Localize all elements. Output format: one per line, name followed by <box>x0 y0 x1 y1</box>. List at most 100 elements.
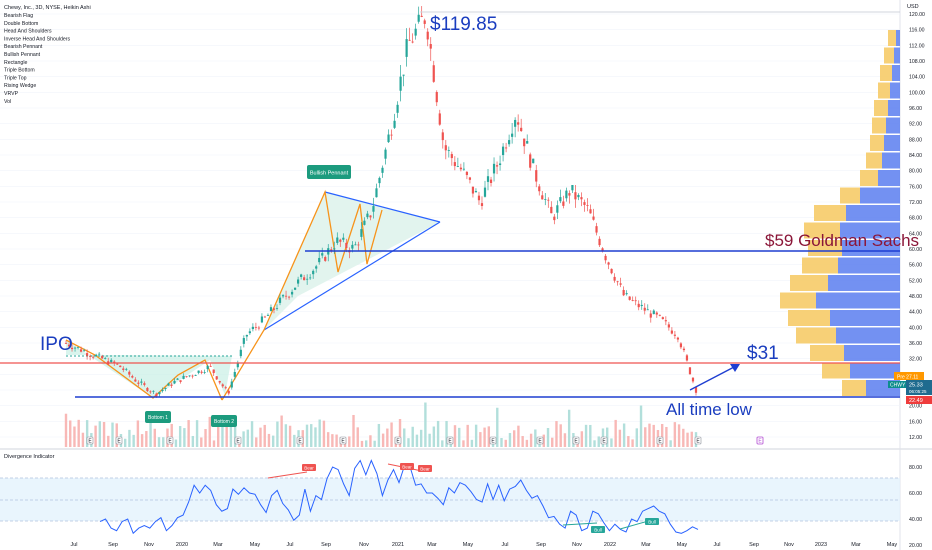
candle-body <box>495 165 499 167</box>
volume-bar <box>665 426 668 447</box>
volume-bar <box>381 433 385 447</box>
time-tick-label: Nov <box>144 542 154 548</box>
candle-body <box>607 262 610 265</box>
candle-body <box>104 358 107 359</box>
candle-body <box>447 150 450 151</box>
low-tag-bg <box>906 396 932 404</box>
candle-body <box>649 313 652 318</box>
volume-bar <box>145 431 148 447</box>
candle-body <box>477 195 481 201</box>
pennant-fill <box>264 192 440 330</box>
volume-bar <box>250 421 254 447</box>
candle-body <box>628 296 631 300</box>
volume-profile-blue <box>888 100 900 116</box>
earnings-marker-box <box>86 436 94 445</box>
candle-body <box>544 199 547 200</box>
candle-body <box>354 244 357 246</box>
candle-body <box>489 179 493 183</box>
volume-bar <box>280 415 283 447</box>
candle-body <box>366 213 369 218</box>
indicator-tick-label: 80.00 <box>909 465 922 471</box>
volume-bar <box>458 427 461 447</box>
candle-body <box>248 331 251 334</box>
time-tick-label: Nov <box>572 542 582 548</box>
candle-body <box>312 270 315 275</box>
volume-bar <box>627 436 630 447</box>
candle-body <box>541 195 544 200</box>
earnings-marker-label: E <box>168 439 172 445</box>
candle-body <box>272 308 276 310</box>
bottom2-text: Bottom 2 <box>214 419 234 425</box>
price-tick-label: 96.00 <box>909 106 922 112</box>
volume-bar <box>81 432 85 447</box>
candle-body <box>293 287 297 290</box>
candle-body <box>598 238 601 246</box>
price-tick-label: 112.00 <box>909 43 925 49</box>
volume-bar <box>652 424 655 447</box>
candle-body <box>589 209 592 214</box>
candle-body <box>526 141 529 144</box>
earnings-marker-box <box>536 436 544 445</box>
candle-body <box>315 266 318 269</box>
bottom2-label[interactable]: Bottom 2 <box>211 415 237 427</box>
time-axis[interactable]: Jul Sep Nov 2020 Mar May Jul Sep Nov 2021 Mar May Ju… <box>70 542 897 548</box>
candle-body <box>604 255 607 261</box>
earnings-marker-label: E <box>602 439 606 445</box>
volume-bar <box>589 424 592 447</box>
time-tick-label: Sep <box>108 542 118 548</box>
volume-bar <box>208 416 211 447</box>
price-tick-label: 76.00 <box>909 184 922 190</box>
volume-bar <box>246 429 250 447</box>
candle-body <box>667 324 670 328</box>
pennant-lower-line <box>263 221 441 331</box>
volume-bar <box>559 424 562 447</box>
price-tick-label: 60.00 <box>909 247 922 253</box>
candle-body <box>501 146 505 156</box>
volume-bar <box>200 437 203 447</box>
volume-profile-yellow <box>802 257 838 274</box>
volume-bar <box>432 426 436 447</box>
candle-body <box>122 368 125 370</box>
candle-body <box>465 171 469 176</box>
indicator-title[interactable]: Divergence Indicator <box>4 454 55 460</box>
volume-bar <box>631 439 634 447</box>
bottom1-label[interactable]: Bottom 1 <box>145 411 171 423</box>
bear-label-2-text: Bear <box>402 465 412 470</box>
earnings-marker-box <box>166 436 174 445</box>
time-tick-label: Mar <box>213 542 223 548</box>
volume-profile-yellow <box>870 135 884 151</box>
volume-bar <box>140 434 144 447</box>
candle-body <box>640 304 643 307</box>
bullish-pennant-label[interactable]: Bullish Pennant <box>307 165 351 179</box>
candle-body <box>372 206 375 212</box>
candle-body <box>511 133 514 137</box>
candle-body <box>119 365 122 368</box>
volume-bar <box>69 420 72 447</box>
candle-body <box>182 375 185 379</box>
candle-body <box>670 330 673 334</box>
volume-bar <box>77 419 80 447</box>
volume-profile-blue <box>884 135 900 151</box>
volume-bar <box>673 422 677 447</box>
time-tick-label: Jul <box>70 542 77 548</box>
price-tick-label: 32.00 <box>909 357 922 363</box>
candle-body <box>251 326 254 330</box>
candle-body <box>646 309 649 311</box>
volume-bar <box>276 421 279 447</box>
price-tick-label: 88.00 <box>909 137 922 143</box>
indicator-tick-label: 40.00 <box>909 517 922 523</box>
candle-body <box>245 334 248 337</box>
candle-body <box>532 158 535 164</box>
bottom1-label-bg <box>145 411 171 423</box>
candle-body <box>586 205 589 206</box>
volume-profile-yellow <box>788 310 830 326</box>
candle-body <box>146 387 149 392</box>
price-tick-label: 12.00 <box>909 435 922 441</box>
symbol-line[interactable]: Chewy, Inc., 3D, NYSE, Heikin Ashi <box>4 5 91 11</box>
candle-body <box>239 349 242 357</box>
candle-body <box>414 28 417 36</box>
volume-bar <box>529 433 533 447</box>
time-tick-label: Mar <box>427 542 437 548</box>
volume-bar <box>348 436 351 447</box>
